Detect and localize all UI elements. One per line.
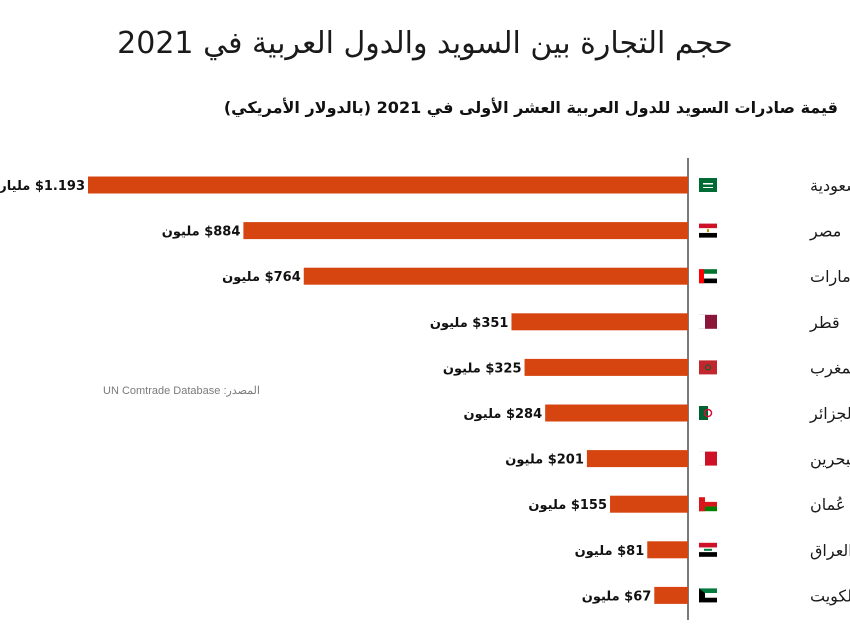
value-label: $81 مليون xyxy=(575,544,645,559)
value-label: $284 مليون xyxy=(464,407,543,422)
chart-subtitle: قيمة صادرات السويد للدول العربية العشر ا… xyxy=(223,98,838,117)
qatar-flag xyxy=(699,314,717,329)
category-label: السعودية xyxy=(810,176,850,196)
category-label: قطر xyxy=(809,313,840,333)
bar xyxy=(511,313,688,331)
category-label: العراق xyxy=(810,541,850,561)
bar xyxy=(545,404,688,422)
value-label: $67 مليون xyxy=(582,589,652,604)
source-note: المصدر: UN Comtrade Database xyxy=(103,384,260,397)
value-label: $325 مليون xyxy=(443,361,522,376)
category-label: البحرين xyxy=(810,450,850,470)
bar xyxy=(243,222,688,240)
morocco-flag xyxy=(699,360,717,375)
chart-title: حجم التجارة بين السويد والدول العربية في… xyxy=(117,26,733,61)
value-label: $1.193 مليار xyxy=(0,179,85,194)
category-label: المغرب xyxy=(810,358,850,378)
category-label: مصر xyxy=(809,222,841,242)
value-label: $764 مليون xyxy=(222,270,301,285)
value-label: $201 مليون xyxy=(505,453,584,468)
source-label: المصدر: xyxy=(223,385,260,397)
category-label: سلطنة عُمان xyxy=(810,495,850,514)
algeria-flag xyxy=(699,406,717,420)
bar xyxy=(610,495,688,513)
uae-flag xyxy=(699,269,717,284)
bar xyxy=(654,586,688,604)
bar xyxy=(524,358,688,376)
kuwait-flag xyxy=(699,588,717,603)
bar xyxy=(88,176,688,194)
bar xyxy=(586,450,688,468)
category-label: الإمارات xyxy=(810,267,850,287)
bahrain-flag xyxy=(699,451,717,466)
value-label: $884 مليون xyxy=(162,225,241,240)
bar xyxy=(647,541,688,559)
bar xyxy=(303,267,688,285)
category-label: الجزائر xyxy=(809,404,850,424)
value-label: $155 مليون xyxy=(528,498,607,513)
oman-flag xyxy=(699,497,717,512)
value-label: $351 مليون xyxy=(430,316,509,331)
category-label: الكويت xyxy=(810,586,850,606)
saudi-arabia-flag xyxy=(699,178,717,192)
egypt-flag xyxy=(699,223,717,238)
iraq-flag xyxy=(699,542,717,557)
source-name: UN Comtrade Database xyxy=(103,385,221,397)
